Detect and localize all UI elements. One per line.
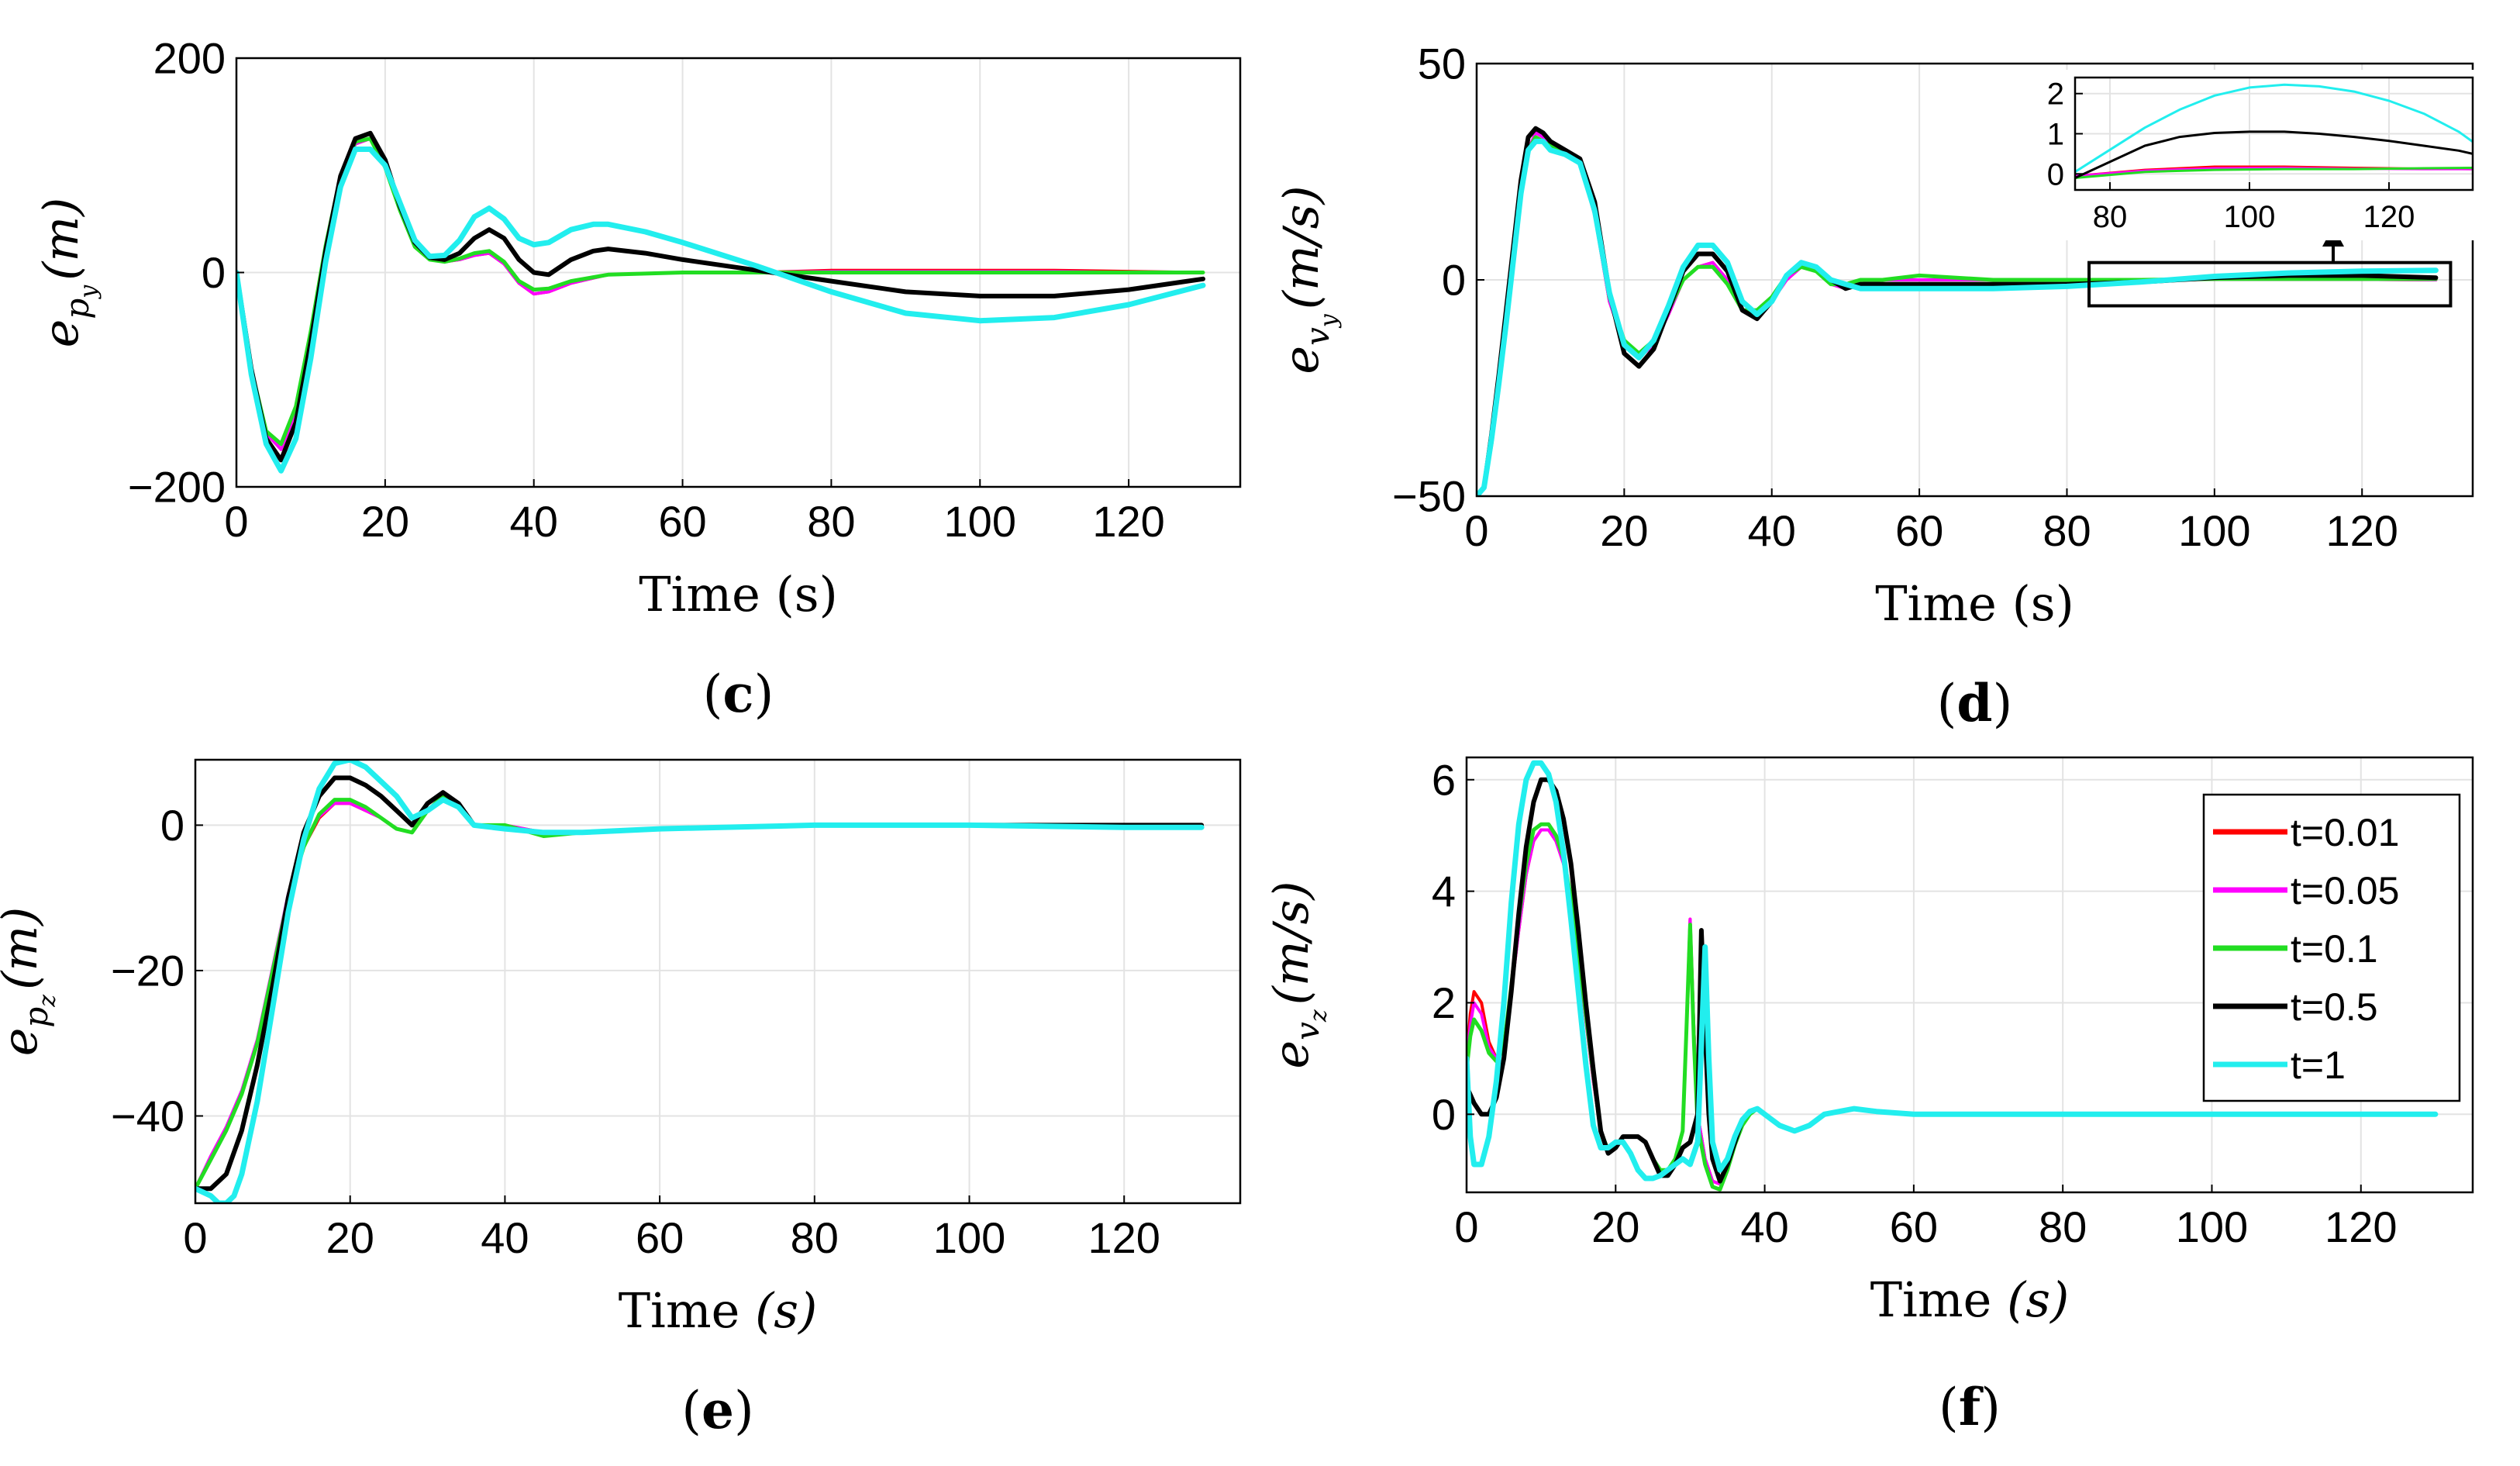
x-tick-label: 80 — [2093, 200, 2128, 234]
x-tick-label: 120 — [2363, 200, 2415, 234]
series-line-t=1 — [236, 147, 1206, 474]
x-tick-label: 40 — [1740, 1202, 1788, 1251]
x-tick-label: 0 — [183, 1213, 207, 1262]
x-tick-label: 0 — [1464, 506, 1488, 555]
axes-frame — [1465, 756, 2474, 1194]
y-axis-label: epy(m) — [33, 198, 102, 348]
y-tick-label: −200 — [128, 463, 226, 512]
x-tick-label: 20 — [1600, 506, 1648, 555]
y-tick-label: −40 — [111, 1092, 184, 1140]
y-tick-label: −50 — [1392, 472, 1466, 521]
series-line-t=1 — [1477, 138, 2439, 496]
x-tick-label: 80 — [791, 1213, 839, 1262]
y-tick-label: −20 — [111, 947, 184, 995]
x-tick-label: 20 — [326, 1213, 374, 1262]
inset-d: 80 100 120 0 1 2 — [2021, 70, 2480, 240]
y-tick-label: 50 — [1418, 40, 1466, 88]
legend-label: t=0.5 — [2291, 985, 2378, 1029]
legend: t=0.01 t=0.05 t=0.1 t=0.5 t=1 — [2202, 793, 2461, 1102]
legend-label: t=0.05 — [2291, 869, 2399, 912]
x-tick-label: 60 — [1895, 506, 1943, 555]
x-axis-label: Time (s) — [1875, 575, 2074, 632]
x-tick-label: 120 — [1092, 497, 1164, 546]
x-tick-label: 40 — [1748, 506, 1796, 555]
series-line-t=1 — [1467, 760, 2439, 1181]
subfigure-label: (f) — [1939, 1377, 2001, 1437]
y-tick-label: 2 — [1432, 978, 1456, 1027]
y-tick-label: 4 — [1432, 867, 1456, 916]
series-line-t=1 — [2075, 83, 2473, 174]
series-line-t=0.1 — [2075, 167, 2473, 179]
x-tick-label: 100 — [2176, 1202, 2248, 1251]
x-tick-label: 100 — [2178, 506, 2250, 555]
x-tick-label: 40 — [510, 497, 558, 546]
axes-frame — [194, 758, 1242, 1205]
y-tick-label: 0 — [202, 248, 226, 297]
x-tick-label: 120 — [2326, 506, 2398, 555]
plot-area — [195, 760, 1240, 1203]
x-tick-label: 60 — [636, 1213, 684, 1262]
y-axis-label: evz(m/s) — [1263, 881, 1332, 1068]
x-tick-label: 80 — [2039, 1202, 2087, 1251]
x-tick-label: 60 — [1890, 1202, 1938, 1251]
y-tick-label: 2 — [2047, 78, 2064, 112]
x-axis-label: Time (s) — [639, 566, 838, 623]
y-axis-label: epz(m) — [0, 907, 61, 1057]
y-axis-label: evy(m/s) — [1273, 185, 1343, 374]
panel-e: 0 20 40 60 80 100 120 −40 −20 0 Time (s) epz(m) (e) — [0, 758, 1242, 1440]
x-tick-label: 120 — [1088, 1213, 1160, 1262]
x-tick-label: 60 — [658, 497, 706, 546]
subfigure-label: (c) — [703, 664, 774, 724]
y-tick-label: 200 — [153, 34, 226, 83]
x-tick-label: 0 — [224, 497, 248, 546]
x-tick-label: 120 — [2325, 1202, 2397, 1251]
y-tick-label: 6 — [1432, 755, 1456, 804]
x-tick-label: 0 — [1454, 1202, 1478, 1251]
subfigure-label: (d) — [1937, 673, 2013, 733]
x-tick-label: 40 — [481, 1213, 529, 1262]
x-tick-label: 20 — [1591, 1202, 1639, 1251]
subfigure-label: (e) — [681, 1380, 754, 1440]
x-tick-label: 100 — [944, 497, 1016, 546]
legend-label: t=0.1 — [2291, 927, 2378, 971]
legend-label: t=1 — [2291, 1043, 2346, 1087]
x-tick-label: 20 — [361, 497, 409, 546]
series-line-t=1 — [195, 760, 1205, 1203]
x-tick-label: 80 — [807, 497, 855, 546]
y-tick-label: 0 — [160, 801, 184, 850]
y-tick-label: 0 — [1442, 256, 1466, 305]
y-tick-label: 0 — [2047, 157, 2064, 191]
x-axis-label: Time (s) — [1870, 1271, 2070, 1328]
x-tick-label: 100 — [933, 1213, 1005, 1262]
legend-label: t=0.01 — [2291, 811, 2399, 854]
series-line-t=0.5 — [2075, 130, 2473, 179]
x-axis-label: Time (s) — [619, 1282, 818, 1339]
x-tick-label: 100 — [2224, 200, 2276, 234]
zoom-box — [2087, 260, 2453, 308]
y-tick-label: 0 — [1432, 1090, 1456, 1139]
y-tick-label: 1 — [2047, 118, 2064, 152]
x-tick-label: 80 — [2043, 506, 2091, 555]
